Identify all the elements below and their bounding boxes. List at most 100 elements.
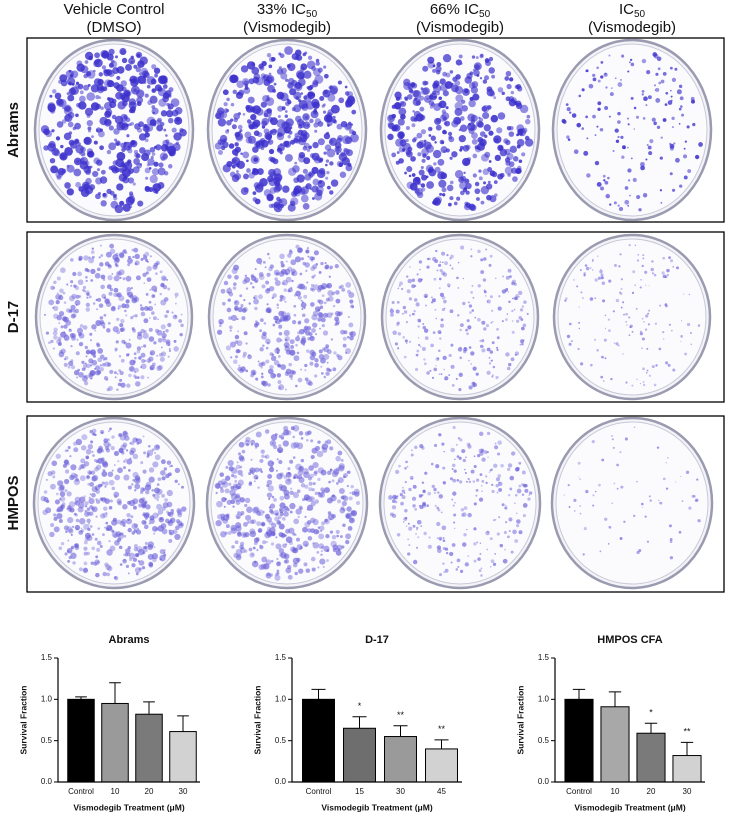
colony — [428, 536, 430, 538]
colony — [314, 374, 317, 377]
colony — [509, 275, 512, 278]
colony — [170, 519, 172, 521]
colony — [635, 245, 636, 246]
colony — [480, 473, 483, 476]
colony — [689, 294, 690, 295]
colony — [50, 523, 54, 527]
colony — [133, 166, 140, 173]
colony — [174, 534, 180, 540]
colony — [340, 172, 346, 178]
colony — [70, 464, 76, 470]
colony — [83, 547, 87, 551]
colony — [625, 437, 628, 440]
colony — [325, 371, 329, 375]
colony — [296, 538, 300, 542]
colony — [269, 73, 272, 76]
colony — [85, 375, 89, 379]
colony — [413, 90, 421, 98]
colony — [269, 64, 273, 68]
colony — [262, 540, 266, 544]
colony — [310, 439, 313, 442]
colony — [576, 123, 581, 128]
colony — [600, 75, 603, 78]
column-header: (Vismodegib) — [588, 19, 676, 36]
colony — [99, 96, 102, 99]
colony — [101, 294, 106, 299]
colony — [134, 314, 137, 317]
colony — [174, 315, 176, 317]
colony — [116, 76, 120, 80]
colony — [482, 480, 485, 483]
colony — [335, 264, 339, 268]
colony — [109, 244, 114, 249]
colony — [430, 105, 433, 108]
colony — [120, 383, 125, 388]
colony — [306, 250, 309, 253]
colony — [161, 324, 166, 329]
colony — [242, 450, 246, 454]
colony — [218, 150, 223, 155]
colony — [343, 496, 349, 502]
colony — [498, 482, 499, 483]
colony — [344, 123, 351, 130]
colony — [261, 381, 266, 386]
colony — [227, 274, 231, 278]
colony — [464, 469, 465, 470]
colony — [300, 339, 305, 344]
colony — [159, 353, 163, 357]
colony — [512, 530, 517, 535]
colony — [104, 481, 108, 485]
colony — [446, 552, 448, 554]
colony — [640, 383, 641, 384]
colony — [576, 285, 578, 287]
colony — [617, 82, 622, 87]
colony — [60, 267, 66, 273]
colony — [596, 67, 599, 70]
colony — [315, 263, 318, 266]
colony — [605, 328, 606, 329]
dish-inner — [558, 239, 706, 395]
colony — [442, 563, 444, 565]
colony — [430, 127, 433, 130]
colony — [462, 302, 465, 305]
colony — [324, 301, 327, 304]
colony — [271, 523, 276, 528]
colony — [135, 261, 140, 266]
colony — [683, 293, 684, 294]
colony — [134, 371, 136, 373]
colony — [520, 308, 523, 311]
colony — [116, 388, 118, 390]
colony — [84, 137, 92, 145]
colony — [131, 287, 133, 289]
colony — [230, 171, 236, 177]
colony — [126, 449, 128, 451]
colony — [164, 498, 168, 502]
colony — [267, 383, 270, 386]
colony — [421, 183, 425, 187]
colony — [97, 298, 101, 302]
colony — [277, 458, 279, 460]
colony — [617, 136, 619, 138]
bar — [344, 728, 376, 782]
colony — [331, 338, 333, 340]
colony — [126, 299, 130, 303]
error-bar — [434, 740, 448, 749]
colony — [476, 489, 479, 492]
colony — [149, 522, 151, 524]
colony — [160, 270, 163, 273]
colony — [650, 268, 654, 272]
colony — [321, 550, 323, 552]
colony — [323, 152, 326, 155]
colony — [607, 177, 610, 180]
colony — [147, 85, 151, 89]
colony — [56, 454, 61, 459]
colony — [153, 546, 155, 548]
colony — [450, 309, 454, 313]
colony — [624, 200, 629, 205]
colony — [491, 310, 493, 312]
colony — [76, 528, 78, 530]
colony — [426, 265, 429, 268]
colony — [66, 308, 70, 312]
colony — [412, 138, 416, 142]
colony — [398, 332, 401, 335]
